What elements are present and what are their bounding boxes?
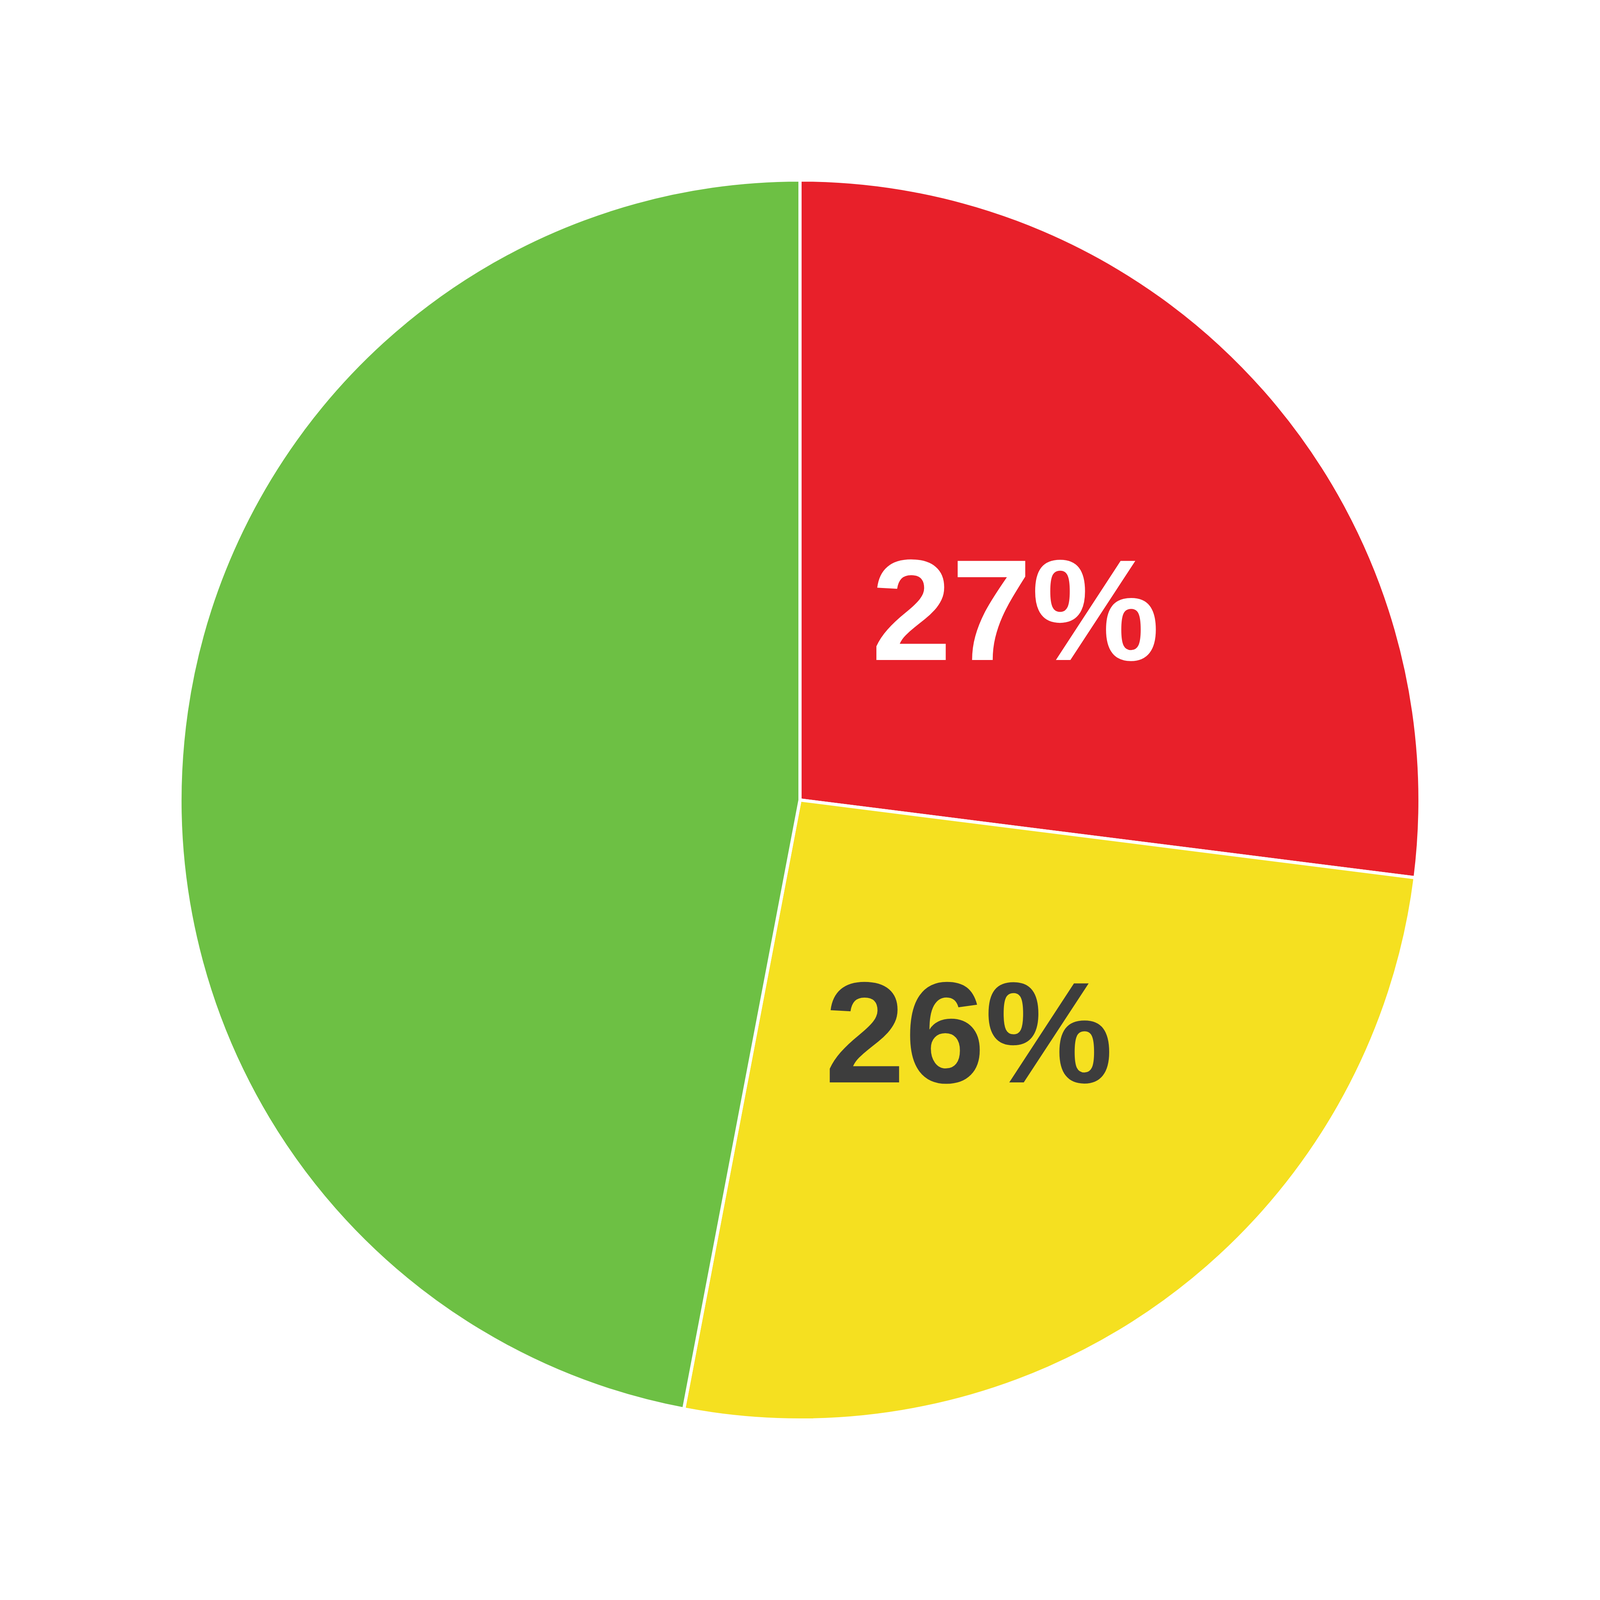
chart-svg: 27% 26% (0, 0, 1600, 1600)
pie-slice (800, 180, 1420, 878)
pie-slice (180, 180, 800, 1410)
data-labels: 27% 26% (824, 529, 1160, 1113)
slices (180, 180, 1420, 1420)
data-label: 27% (871, 529, 1160, 691)
chart-container: 27% 26% (0, 0, 1600, 1600)
pie-slice (684, 800, 1416, 1420)
data-label: 26% (824, 952, 1114, 1113)
